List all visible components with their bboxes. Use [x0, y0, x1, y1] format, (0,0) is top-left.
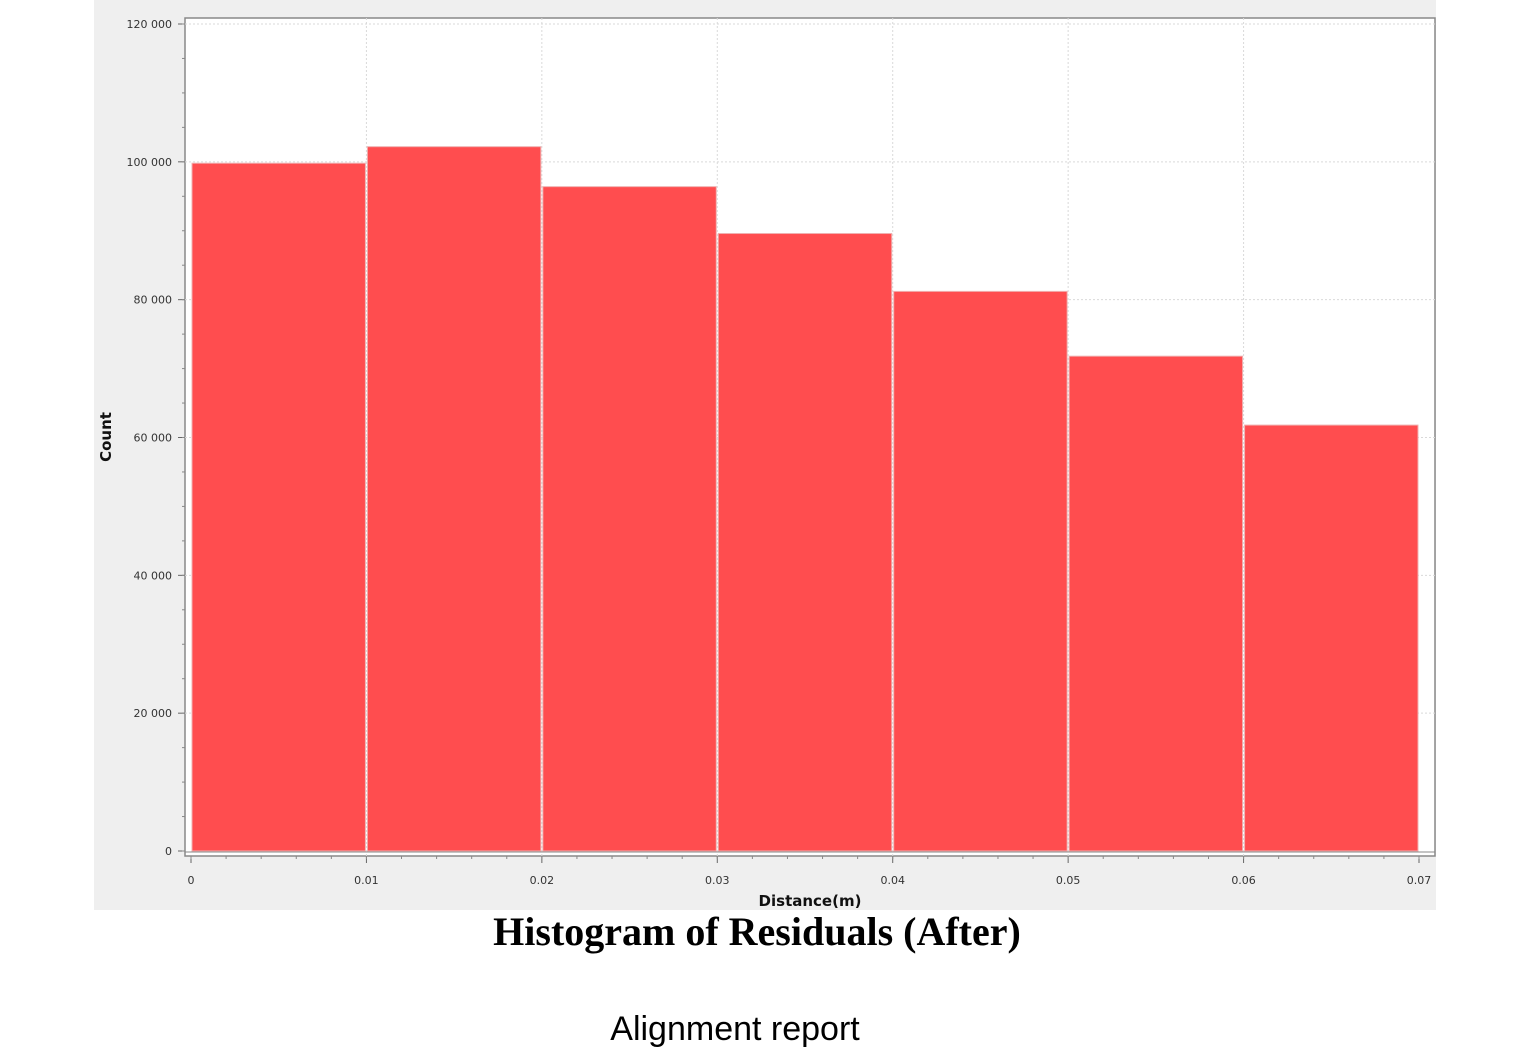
- y-tick-label: 120 000: [127, 18, 173, 31]
- y-tick-label: 40 000: [134, 569, 173, 582]
- histogram-chart: 0 20 000 40 000 60 000 80 000 100 000 120 000 0…: [97, 17, 1436, 910]
- histogram-bar: [191, 162, 366, 852]
- y-tick-label: 60 000: [134, 432, 173, 445]
- y-tick-label: 20 000: [134, 707, 173, 720]
- axes: 0 20 000 40 000 60 000 80 000 100 000 120 000 0…: [127, 18, 1435, 887]
- caption-text: Alignment report: [610, 1010, 860, 1048]
- y-axis-title: Count: [97, 412, 115, 462]
- x-tick-label: 0: [188, 874, 195, 887]
- x-tick-label: 0.03: [705, 874, 730, 887]
- histogram-bar: [717, 233, 893, 852]
- x-tick-label: 0.04: [880, 874, 905, 887]
- bars: [191, 146, 1419, 852]
- histogram-bar: [1244, 424, 1419, 852]
- histogram-bar: [893, 290, 1068, 852]
- x-tick-label: 0.07: [1407, 874, 1432, 887]
- histogram-bar: [1068, 355, 1244, 852]
- x-tick-label: 0.05: [1056, 874, 1081, 887]
- y-tick-label: 0: [165, 845, 172, 858]
- x-tick-label: 0.01: [354, 874, 379, 887]
- histogram-bar: [542, 186, 717, 852]
- y-tick-label: 100 000: [127, 156, 173, 169]
- x-tick-label: 0.06: [1231, 874, 1256, 887]
- histogram-bar: [366, 146, 542, 852]
- x-axis-title: Distance(m): [759, 892, 862, 910]
- x-tick-label: 0.02: [530, 874, 555, 887]
- chart-panel: 0 20 000 40 000 60 000 80 000 100 000 120 000 0…: [94, 0, 1436, 910]
- y-tick-label: 80 000: [134, 294, 173, 307]
- chart-title: Histogram of Residuals (After): [493, 909, 1021, 954]
